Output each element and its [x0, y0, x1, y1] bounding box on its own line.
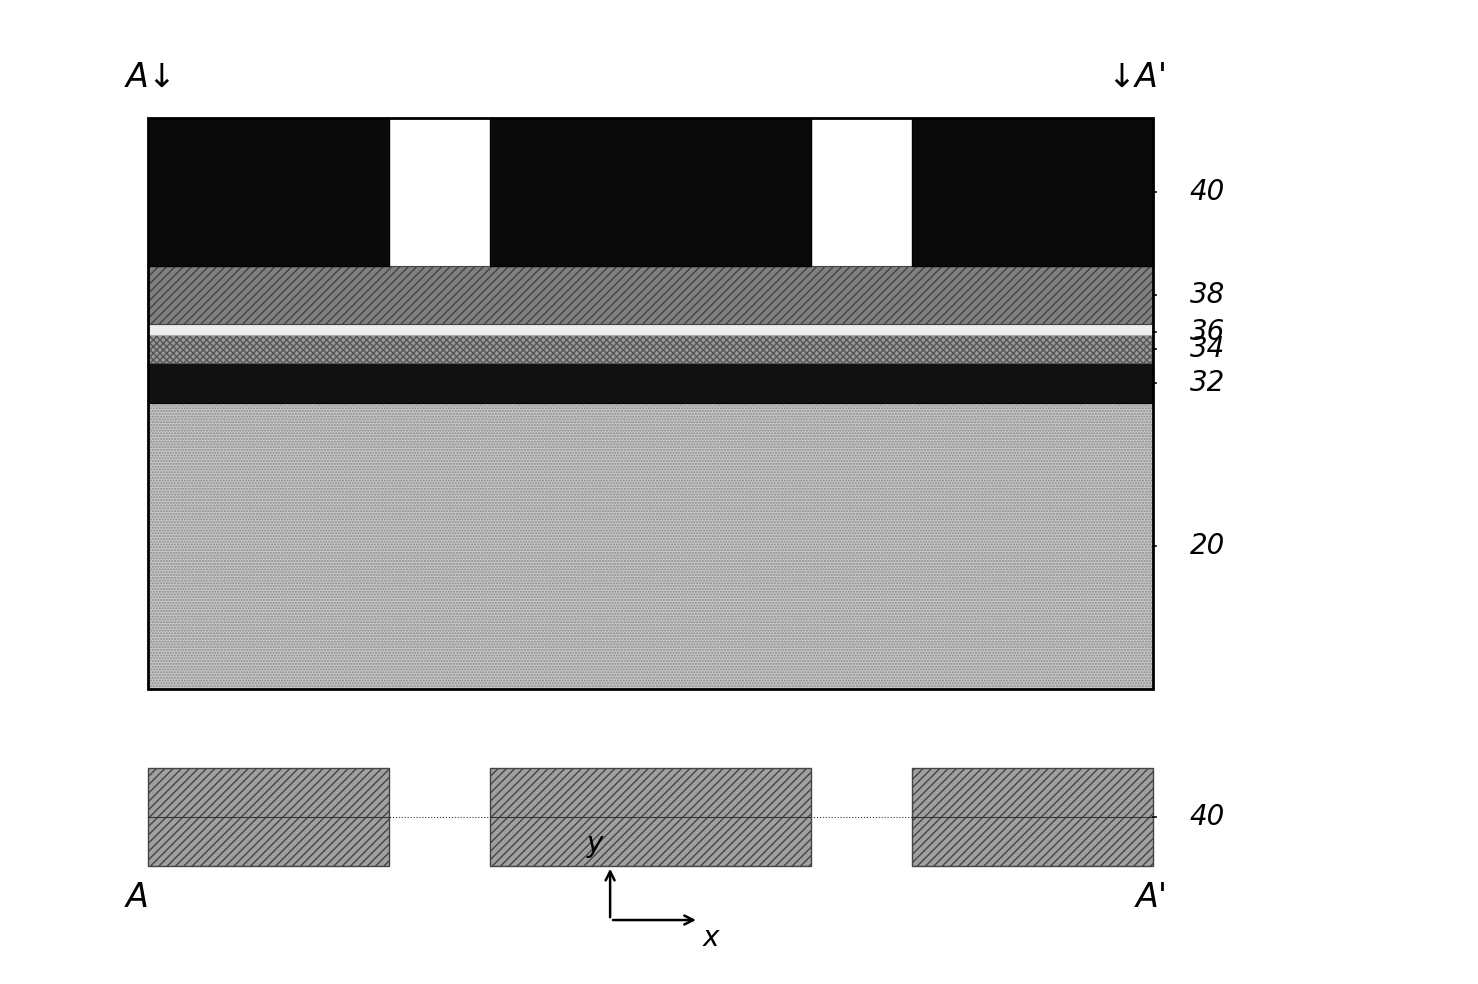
Text: ↓A': ↓A': [1107, 60, 1168, 93]
Bar: [912, 768, 1153, 866]
Text: 38: 38: [1190, 281, 1225, 309]
Bar: [148, 118, 389, 267]
Text: 20: 20: [1190, 532, 1225, 560]
Text: y: y: [587, 830, 603, 858]
Text: 40: 40: [1190, 178, 1225, 207]
Text: A: A: [126, 881, 148, 914]
Bar: [912, 118, 1153, 267]
Bar: [148, 324, 1153, 335]
Bar: [489, 118, 811, 267]
Text: 36: 36: [1190, 318, 1225, 346]
Bar: [148, 118, 1153, 689]
Bar: [148, 403, 1153, 689]
Text: 40: 40: [1190, 803, 1225, 830]
Text: A': A': [1135, 881, 1168, 914]
Bar: [489, 768, 811, 866]
Text: A↓: A↓: [126, 60, 176, 93]
Text: 32: 32: [1190, 369, 1225, 398]
Text: 34: 34: [1190, 336, 1225, 363]
Bar: [148, 335, 1153, 363]
Text: x: x: [702, 924, 718, 952]
Bar: [148, 363, 1153, 403]
Bar: [148, 768, 389, 866]
Bar: [148, 267, 1153, 324]
